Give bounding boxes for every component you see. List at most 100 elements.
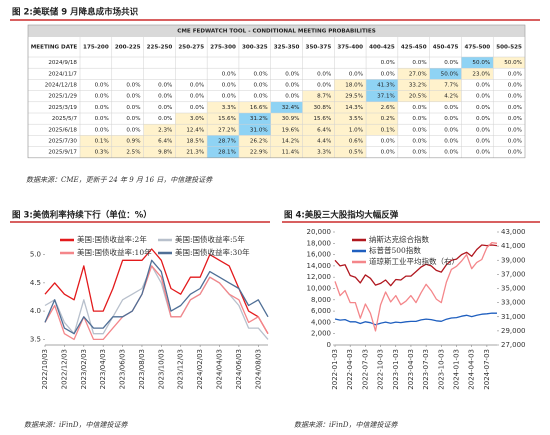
cell-value: 0.0% [508,94,522,100]
cell-value: 26.2% [250,139,268,145]
x-tick-label: 2023/12/03 [177,349,185,389]
source-note: 数据来源：iFinD，中信建投证券 [24,421,128,429]
table-cell [111,124,144,136]
cell-value: 0.0% [126,116,140,122]
source-note: 数据来源：iFinD，中信建投证券 [294,421,398,429]
y-tick-label: 14,000 [307,262,332,270]
x-tick-label: 2022/12/03 [60,349,68,389]
cell-value: 27.2% [218,127,236,133]
cell-value: 0.0% [95,116,109,122]
y2-tick-label: 33,000 [501,299,526,307]
column-header: 175-200 [83,45,109,51]
cell-value: 31.0% [250,127,268,133]
table-cell [366,146,398,158]
series-line [334,241,498,332]
table-cell [334,79,367,91]
table-cell [207,101,239,113]
table-cell [461,90,494,102]
column-header: 425-450 [401,45,427,51]
table-cell [302,146,335,158]
meeting-date: 2025/7/30 [48,139,77,145]
cell-value: 0.0% [190,83,204,89]
cell-value: 0.0% [476,94,490,100]
y-tick-label: 20,000 [307,228,332,236]
table-cell [238,146,271,158]
table-cell [175,113,208,125]
y2-tick-label: 43,000 [501,228,526,236]
table-cell [80,90,112,102]
cell-value: 28.7% [218,139,236,145]
cell-value: 0.0% [158,116,172,122]
table-cell [143,79,176,91]
x-tick-label: 2022-07-03 [361,349,369,390]
cell-value: 30.9% [282,116,300,122]
x-tick-label: 2024/08/03 [254,349,262,389]
meeting-date: 2025/6/18 [48,127,77,133]
cell-value: 0.0% [508,150,522,156]
table-cell [207,135,239,147]
table-cell [111,90,144,102]
legend-label: 纳斯达克综合指数 [369,234,429,244]
column-header: 400-425 [369,45,395,51]
y-tick-label: 0 [327,341,331,349]
cell-value: 0.0% [412,139,426,145]
table-cell [493,57,525,69]
cell-value: 0.0% [349,71,363,77]
meeting-date: 2025/3/19 [48,105,77,111]
source-note: 数据来源：CME，更新于 24 年 9 月 16 日，中信建投证券 [26,176,213,184]
cell-value: 0.0% [253,94,267,100]
x-tick-label: 2023/02/03 [80,349,88,389]
table-cell [334,68,367,80]
cell-value: 32.4% [282,105,300,111]
cell-value: 27.0% [409,71,427,77]
figure-title: 图 4:美股三大股指均大幅反弹 [284,210,399,221]
y-tick-label: 12,000 [307,273,332,281]
cell-value: 0.0% [253,71,267,77]
y-tick-label: 5.0 [30,251,41,259]
table-cell [302,68,335,80]
table-cell [429,101,462,113]
cell-value: 0.0% [444,150,458,156]
cell-value: 0.0% [285,94,299,100]
y-tick-label: 16,000 [307,251,332,259]
cell-value: 0.0% [317,83,331,89]
y-tick-label: 3.5 [30,335,41,343]
cell-value: 0.0% [126,127,140,133]
table-cell [207,124,239,136]
table-cell [334,113,367,125]
cell-value: 0.0% [222,83,236,89]
column-header: 450-475 [433,45,459,51]
table-cell [397,135,430,147]
cell-value: 0.0% [412,116,426,122]
table-cell [461,124,494,136]
y2-tick-label: 35,000 [501,285,526,293]
table-cell [111,135,144,147]
cell-value: 0.0% [476,139,490,145]
table-border [27,24,526,159]
table-cell [397,146,430,158]
cell-value: 0.0% [381,60,395,66]
table-cell [397,57,430,69]
x-tick-label: 2023/08/03 [138,349,146,389]
table-cell [175,146,208,158]
x-tick-label: 2024-07-03 [483,349,491,390]
cell-value: 0.0% [285,71,299,77]
cell-value: 50.0% [441,71,459,77]
cell-value: 0.3% [95,150,109,156]
table-cell [397,68,430,80]
table-cell [397,90,430,102]
cell-value: 21.3% [186,150,204,156]
cell-value: 22.9% [250,150,268,156]
cell-value: 1.0% [349,127,363,133]
table-cell [143,135,176,147]
table-cell [461,68,494,80]
cell-value: 0.0% [95,127,109,133]
y-tick-label: 4,000 [311,318,331,326]
table-cell [302,101,335,113]
y-tick-label: 2,000 [311,330,331,338]
cell-value: 14.3% [345,105,363,111]
table-cell [302,90,335,102]
cell-value: 8.7% [317,94,331,100]
y2-tick-label: 37,000 [501,270,526,278]
